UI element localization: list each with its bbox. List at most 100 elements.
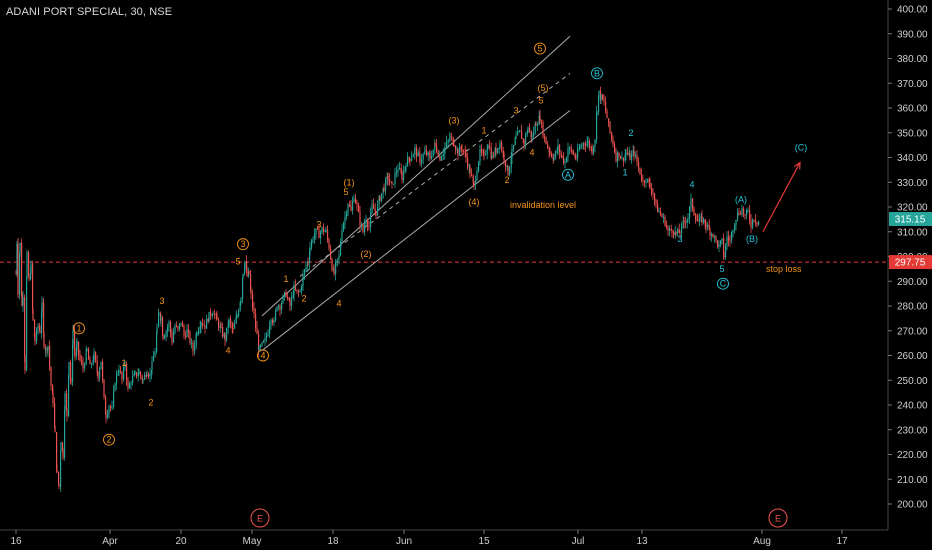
candle-body: [189, 332, 191, 343]
candle-body: [752, 219, 754, 228]
era-marker-circle: [250, 508, 270, 528]
candle-body: [317, 228, 319, 230]
candle-body: [699, 217, 701, 222]
candle-body: [552, 156, 554, 160]
candle-body: [469, 167, 471, 175]
candle-body: [609, 121, 611, 133]
candle-body: [32, 263, 34, 310]
candle-body: [627, 152, 629, 155]
candle-body: [45, 348, 47, 352]
candle-body: [620, 156, 622, 159]
candle-body: [136, 372, 138, 377]
candle-body: [411, 157, 413, 161]
candle-body: [281, 303, 283, 310]
candle-body: [144, 375, 146, 380]
candle-body: [374, 208, 376, 212]
candle-body: [635, 154, 637, 156]
candle-body: [673, 232, 675, 235]
candle-body: [22, 297, 24, 306]
candle-body: [153, 356, 155, 362]
wave-label: 3: [240, 239, 245, 249]
candle-body: [510, 158, 512, 168]
candle-body: [700, 216, 702, 218]
channel-line: [261, 110, 571, 351]
candle-body: [644, 180, 646, 183]
y-tick-label: 290.00: [897, 277, 928, 288]
wave-label-circle: [562, 168, 574, 181]
candle-body: [102, 361, 104, 380]
candle-body: [481, 148, 483, 153]
candle-body: [728, 236, 730, 241]
candle-body: [509, 167, 511, 175]
candle-body: [72, 344, 74, 382]
candle-body: [239, 302, 241, 311]
candle-body: [173, 333, 175, 343]
candle-body: [583, 143, 585, 145]
candle-body: [226, 327, 228, 341]
candle-body: [232, 328, 234, 330]
candle-body: [439, 156, 441, 161]
candle-body: [260, 345, 262, 347]
candle-body: [66, 393, 68, 410]
candle-body: [272, 319, 274, 323]
candle-body: [347, 204, 349, 213]
candle-body: [95, 352, 97, 361]
candle-body: [28, 252, 30, 276]
candle-body: [386, 176, 388, 180]
candle-body: [240, 298, 242, 303]
candle-body: [295, 285, 297, 290]
y-tick-label: 200.00: [897, 500, 928, 511]
candle-body: [89, 359, 91, 365]
x-tick-label: Aug: [753, 536, 771, 547]
x-tick-label: Apr: [102, 536, 118, 547]
candle-body: [256, 327, 258, 335]
candle-body: [186, 329, 188, 337]
candle-body: [349, 204, 351, 207]
y-tick-label: 310.00: [897, 227, 928, 238]
candle-body: [403, 170, 405, 181]
candle-body: [535, 124, 537, 126]
candle-body: [647, 179, 649, 181]
candle-body: [606, 111, 608, 119]
candle-body: [519, 130, 521, 132]
candle-body: [391, 182, 393, 184]
candle-body: [17, 243, 19, 295]
candle-body: [62, 442, 64, 451]
candle-body: [623, 157, 625, 161]
candle-body: [203, 324, 205, 326]
candle-body: [551, 153, 553, 157]
era-marker-label: E: [775, 514, 781, 524]
x-tick-label: 17: [836, 536, 848, 547]
candle-body: [664, 216, 666, 226]
candle-body: [577, 149, 579, 159]
candle-body: [436, 144, 438, 152]
x-tick-label: 16: [10, 536, 22, 547]
wave-label-circle: [103, 433, 115, 446]
candle-body: [365, 219, 367, 225]
candle-body: [695, 214, 697, 220]
candle-body: [453, 145, 455, 147]
candle-body: [296, 289, 298, 292]
wave-label: (B): [746, 234, 758, 244]
candle-body: [70, 362, 72, 381]
candle-body: [15, 273, 17, 275]
candle-body: [709, 229, 711, 236]
candle-body: [289, 300, 291, 306]
wave-label: 4: [336, 299, 341, 309]
candle-body: [222, 327, 224, 337]
candle-body: [559, 145, 561, 153]
candle-body: [624, 154, 626, 161]
candle-body: [701, 216, 703, 223]
candle-body: [114, 383, 116, 391]
candle-body: [314, 234, 316, 240]
candle-body: [493, 155, 495, 157]
candle-body: [731, 232, 733, 241]
candle-body: [212, 314, 214, 315]
candle-body: [708, 224, 710, 230]
candle-body: [250, 273, 252, 291]
candle-body: [655, 200, 657, 204]
candle-body: [571, 150, 573, 154]
candle-body: [284, 292, 286, 296]
candle-body: [107, 413, 109, 418]
